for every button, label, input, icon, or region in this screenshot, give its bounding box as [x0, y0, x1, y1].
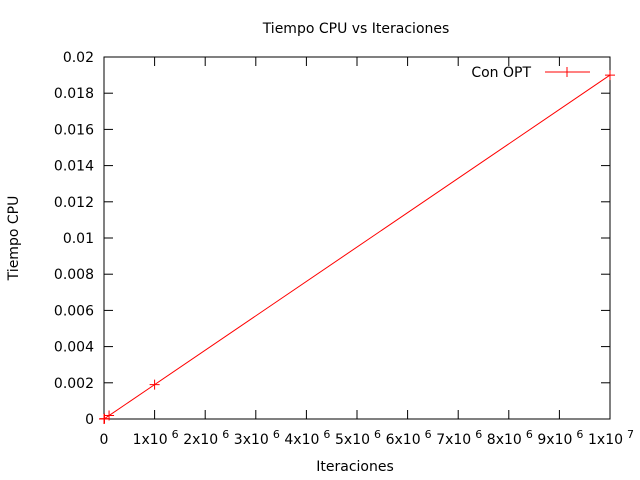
plot-area-border	[103, 56, 611, 420]
y-tick-label: 0.002	[54, 376, 94, 392]
y-axis-label: Tiempo CPU	[6, 196, 22, 282]
x-tick-label: 5x10 6	[335, 428, 381, 448]
x-axis-label: Iteraciones	[316, 459, 394, 475]
x-tick-label: 3x10 6	[234, 428, 280, 448]
y-tick-label: 0.014	[54, 159, 94, 175]
y-tick-label: 0.004	[54, 340, 94, 356]
y-tick-label: 0.006	[54, 303, 94, 319]
y-tick-label: 0.018	[54, 86, 94, 102]
y-tick-label: 0.012	[54, 195, 94, 211]
y-tick-label: 0.008	[54, 267, 94, 283]
x-tick-label: 2x10 6	[183, 428, 229, 448]
chart-title: Tiempo CPU vs Iteraciones	[262, 21, 450, 37]
y-tick-label: 0.01	[63, 231, 94, 247]
x-tick-label: 0	[100, 432, 109, 448]
data-point	[104, 410, 115, 421]
x-tick-label: 6x10 6	[386, 428, 432, 448]
legend-label: Con OPT	[471, 65, 531, 81]
x-tick-label: 4x10 6	[284, 428, 330, 448]
x-tick-label: 8x10 6	[487, 428, 533, 448]
y-tick-label: 0.02	[63, 50, 94, 66]
series-line	[103, 74, 611, 420]
x-tick-label: 1x10 7	[588, 428, 634, 448]
data-point	[605, 70, 615, 81]
x-tick-label: 1x10 6	[133, 428, 179, 448]
x-tick-label: 7x10 6	[436, 428, 482, 448]
y-tick-label: 0.016	[54, 122, 94, 138]
legend-marker	[562, 67, 572, 77]
x-tick-label: 9x10 6	[537, 428, 583, 448]
y-tick-label: 0	[85, 412, 94, 428]
data-point	[149, 379, 160, 390]
legend: Con OPT	[471, 65, 590, 81]
